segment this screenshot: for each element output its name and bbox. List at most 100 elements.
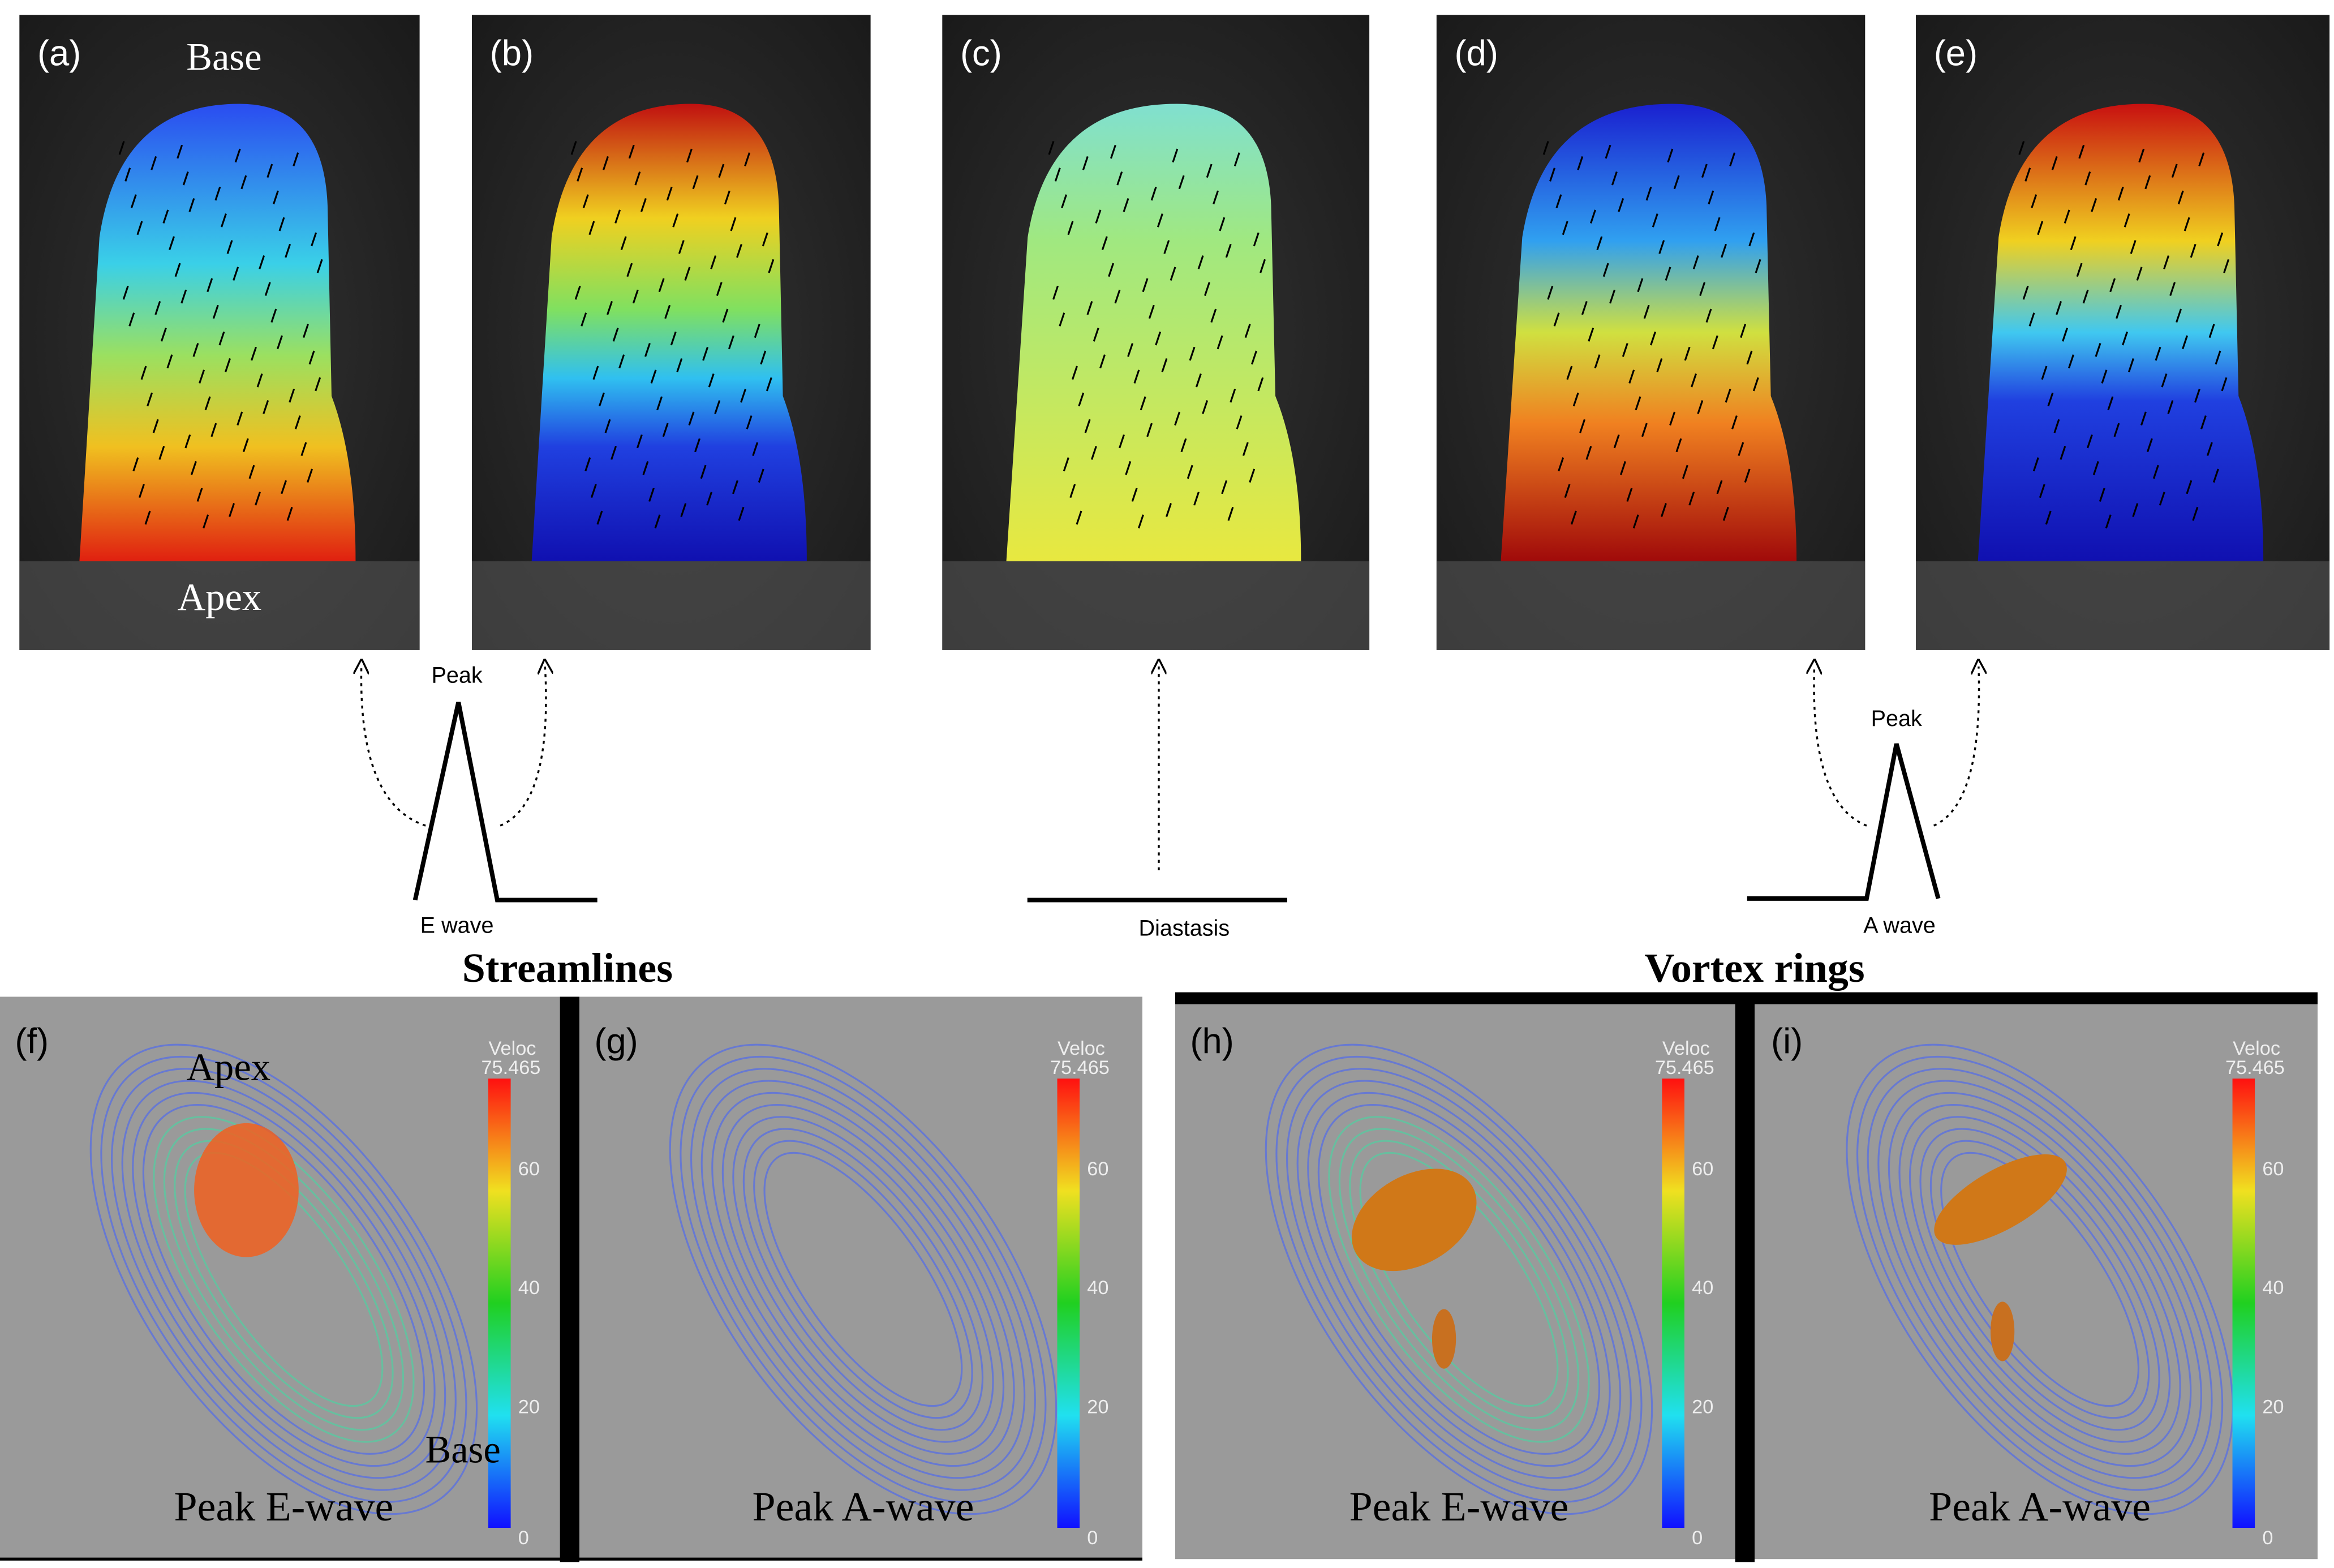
streamline bbox=[1265, 1043, 1653, 1515]
flow-vector bbox=[1166, 502, 1172, 517]
flow-vector bbox=[1635, 396, 1641, 411]
flow-vector bbox=[754, 324, 760, 338]
flow-vector bbox=[1697, 400, 1704, 414]
flow-vector bbox=[658, 278, 665, 293]
flow-vector bbox=[1108, 263, 1115, 277]
flow-vector bbox=[2039, 484, 2045, 498]
flow-vector bbox=[2122, 331, 2128, 346]
flow-vector bbox=[1755, 259, 1761, 273]
flow-vector bbox=[744, 152, 751, 166]
flow-vector bbox=[684, 267, 691, 281]
flow-vector bbox=[184, 434, 191, 449]
flow-vector bbox=[570, 141, 577, 155]
flow-vector bbox=[218, 331, 225, 346]
flow-vector bbox=[740, 388, 747, 403]
streamline bbox=[100, 1055, 467, 1503]
streamline bbox=[1940, 1152, 2140, 1407]
flow-vector bbox=[233, 267, 239, 281]
flow-region bbox=[1978, 104, 2264, 561]
streamline bbox=[732, 1116, 994, 1443]
flow-vector bbox=[210, 423, 217, 437]
flow-vector bbox=[1078, 392, 1085, 407]
flow-vector bbox=[1157, 213, 1163, 227]
flow-vector bbox=[118, 141, 125, 155]
flow-vector bbox=[264, 282, 271, 296]
flow-vector bbox=[1611, 171, 1618, 186]
streamline bbox=[1338, 1128, 1580, 1431]
flow-vector bbox=[1116, 171, 1123, 186]
flow-vector bbox=[640, 198, 647, 212]
flow-vector bbox=[294, 415, 301, 429]
flow-vector bbox=[151, 156, 157, 170]
flow-vector bbox=[2144, 175, 2151, 190]
flow-vector bbox=[1691, 373, 1697, 388]
flow-vector bbox=[1249, 469, 1256, 483]
flow-vector bbox=[212, 304, 219, 319]
streamline bbox=[1898, 1104, 2181, 1455]
panel-label: (b) bbox=[490, 34, 534, 74]
flow-vector bbox=[603, 156, 609, 170]
colorbar bbox=[2232, 1079, 2255, 1528]
streamline bbox=[1856, 1055, 2224, 1503]
wave-label: Diastasis bbox=[1139, 916, 1230, 941]
flow-vector bbox=[2221, 377, 2228, 392]
flow-vector bbox=[174, 263, 181, 277]
streamline bbox=[1286, 1068, 1632, 1491]
flow-vector bbox=[2130, 240, 2137, 254]
flow-vector bbox=[242, 438, 249, 453]
flow-vector bbox=[2138, 148, 2145, 163]
flow-vector bbox=[654, 514, 661, 529]
flow-vector bbox=[768, 259, 775, 273]
flow-vector bbox=[688, 411, 695, 426]
arrow bbox=[361, 667, 426, 827]
divider bbox=[560, 996, 579, 1562]
flow-region bbox=[531, 104, 807, 561]
streamline bbox=[89, 1043, 478, 1515]
flow-vector bbox=[1244, 324, 1251, 338]
streamline bbox=[1328, 1116, 1590, 1443]
flow-vector bbox=[1714, 217, 1721, 231]
flow-vector bbox=[664, 304, 671, 319]
divider bbox=[1735, 996, 1755, 1562]
flow-vector bbox=[1260, 259, 1266, 273]
flow-vector bbox=[1251, 350, 1257, 365]
flow-vector bbox=[1626, 488, 1633, 502]
flow-vector bbox=[1180, 438, 1187, 453]
flow-vector bbox=[2086, 434, 2093, 449]
flow-vector bbox=[2198, 152, 2205, 166]
flow-region bbox=[1006, 104, 1301, 561]
flow-vector bbox=[2099, 488, 2105, 502]
flow-vector bbox=[1133, 370, 1140, 384]
flow-vector bbox=[1253, 232, 1260, 247]
flow-vector bbox=[2146, 438, 2153, 453]
flow-vector bbox=[124, 167, 131, 182]
tissue-band bbox=[471, 561, 871, 650]
flow-vector bbox=[1095, 209, 1102, 224]
flow-vector bbox=[2163, 255, 2170, 269]
flow-vector bbox=[1566, 366, 1573, 380]
colorbar-tick: 20 bbox=[518, 1397, 540, 1418]
streamline bbox=[1867, 1068, 2213, 1491]
flow-vector bbox=[714, 400, 721, 414]
wave-peak: Peak bbox=[1871, 706, 1922, 731]
flow-vector bbox=[2215, 350, 2221, 365]
flow-vector bbox=[256, 373, 263, 388]
streamline bbox=[1929, 1140, 2150, 1419]
flow-vector bbox=[1202, 400, 1209, 414]
streamline bbox=[111, 1068, 457, 1491]
flow-vector bbox=[588, 221, 595, 235]
flow-vector bbox=[1187, 465, 1193, 479]
wave-label: E wave bbox=[420, 913, 494, 938]
flow-vector bbox=[152, 419, 159, 433]
flow-vector bbox=[1174, 411, 1181, 426]
flow-vector bbox=[1099, 354, 1106, 368]
flow-vector bbox=[1193, 491, 1200, 506]
flow-vector bbox=[1699, 282, 1706, 296]
flow-vector bbox=[670, 331, 677, 346]
flow-vector bbox=[644, 343, 651, 357]
flow-vector bbox=[2183, 217, 2190, 231]
flow-vector bbox=[2113, 423, 2120, 437]
flow-vector bbox=[1082, 156, 1089, 170]
flow-vector bbox=[199, 370, 205, 384]
flow-vector bbox=[710, 255, 717, 269]
